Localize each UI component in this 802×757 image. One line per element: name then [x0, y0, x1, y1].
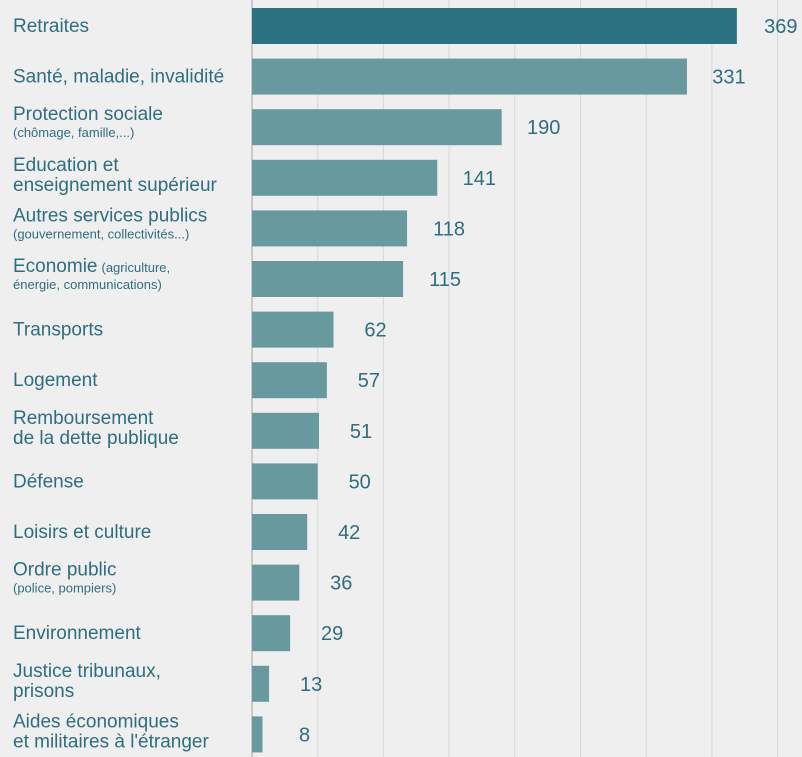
value-label-12: 29: [321, 623, 343, 645]
category-label-7-line-0: Logement: [13, 370, 98, 391]
category-sublabel-11-line-0: (police, pompiers): [13, 581, 116, 596]
value-label-6: 62: [364, 320, 386, 342]
value-label-1: 331: [712, 67, 745, 89]
bar-6: [252, 311, 334, 348]
value-label-10: 42: [338, 522, 360, 544]
value-labels: 369 331 190 141 118 115 62 57 51 50 42 36 29 13 8: [299, 16, 798, 746]
category-label-4-line-0: Autres services publics: [13, 205, 207, 226]
category-label-1-line-0: Santé, maladie, invalidité: [13, 67, 224, 88]
category-label-14-line-1: et militaires à l'étranger: [13, 731, 209, 752]
value-label-14: 8: [299, 724, 310, 746]
category-label-13-line-1: prisons: [13, 681, 74, 702]
bar-9: [252, 463, 318, 500]
value-label-11: 36: [330, 573, 352, 595]
value-label-7: 57: [358, 370, 380, 392]
category-label-9-line-0: Défense: [13, 471, 84, 492]
value-label-13: 13: [300, 674, 322, 696]
category-label-6-line-0: Transports: [13, 320, 103, 341]
value-label-3: 141: [463, 168, 496, 190]
bar-1: [252, 58, 687, 95]
category-label-11-line-0: Ordre public: [13, 560, 117, 581]
bar-2: [252, 109, 502, 146]
bars: [252, 8, 737, 753]
bar-14: [252, 716, 263, 753]
value-label-0: 369: [764, 16, 797, 38]
value-label-8: 51: [350, 421, 372, 443]
bar-8: [252, 412, 320, 449]
category-label-8-line-1: de la dette publique: [13, 428, 179, 449]
bar-0: [252, 8, 737, 44]
value-label-9: 50: [349, 471, 371, 493]
category-label-14-line-0: Aides économiques: [13, 711, 179, 732]
value-label-4: 118: [433, 218, 465, 240]
category-sublabel-4-line-0: (gouvernement, collectivités...): [13, 226, 189, 241]
bar-3: [252, 159, 438, 196]
category-sublabel-2-line-0: (chômage, famille,...): [13, 125, 134, 140]
category-label-5-line-0: Economie (agriculture,: [13, 256, 170, 277]
bar-4: [252, 210, 408, 247]
category-labels: Retraites Santé, maladie, invalidité Prote…: [13, 16, 224, 752]
value-label-2: 190: [527, 117, 560, 139]
bar-13: [252, 665, 270, 702]
bar-5: [252, 261, 404, 297]
bar-10: [252, 514, 308, 550]
category-label-12-line-0: Environnement: [13, 623, 142, 644]
category-label-3-line-0: Education et: [13, 155, 119, 176]
bar-11: [252, 564, 300, 601]
category-label-8-line-0: Remboursement: [13, 408, 154, 429]
bar-12: [252, 615, 291, 652]
category-label-2-line-0: Protection sociale: [13, 104, 163, 125]
category-label-13-line-0: Justice tribunaux,: [13, 661, 161, 682]
value-label-5: 115: [429, 269, 461, 291]
category-label-10-line-0: Loisirs et culture: [13, 522, 151, 543]
category-label-0-line-0: Retraites: [13, 16, 89, 37]
category-sublabel-5-line-0: énergie, communications): [13, 277, 162, 292]
category-label-3-line-1: enseignement supérieur: [13, 175, 218, 196]
bar-7: [252, 362, 327, 399]
